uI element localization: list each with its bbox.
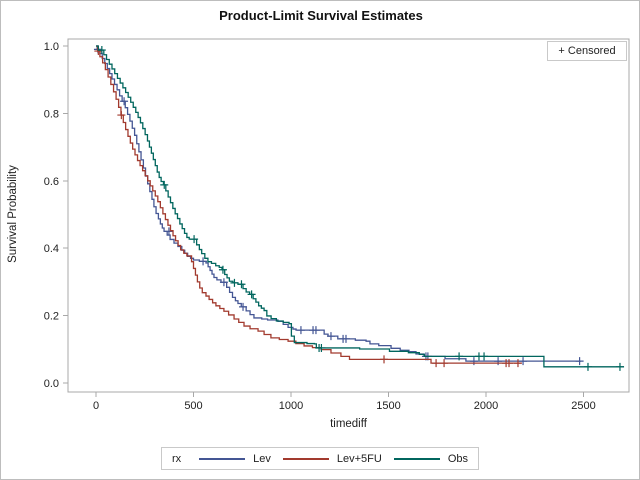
y-axis-title: Survival Probability	[7, 165, 19, 263]
survival-curve-lev	[96, 45, 581, 362]
legend-item-label: Obs	[447, 452, 469, 465]
censor-marks-lev-5fu	[94, 47, 522, 368]
page-title: Product-Limit Survival Estimates	[219, 8, 423, 23]
legend-item-lev-5fu: Lev+5FU	[282, 452, 382, 465]
x-tick-label: 1000	[279, 400, 303, 412]
y-tick-label: 0.8	[44, 108, 59, 120]
plot-frame	[67, 38, 630, 393]
legend-line-swatch	[393, 457, 440, 460]
legend-item-label: Lev+5FU	[336, 452, 382, 465]
y-tick-label: 0.4	[44, 243, 59, 255]
legend-line-swatch	[199, 457, 246, 460]
x-tick-label: 1500	[376, 400, 400, 412]
legend-item-lev: Lev	[199, 453, 271, 465]
x-tick-label: 0	[93, 400, 99, 412]
censor-marks-obs	[97, 46, 624, 371]
x-tick-label: 2000	[474, 400, 498, 412]
survival-curve-lev-5fu	[96, 45, 522, 364]
legend-title: rx	[171, 452, 182, 465]
legend-item-obs: Obs	[393, 452, 469, 465]
y-tick-label: 0.0	[44, 378, 59, 390]
x-tick-label: 500	[184, 400, 202, 412]
censored-legend-label: + Censored	[558, 45, 616, 57]
survival-curve-obs	[96, 45, 625, 368]
legend: rx Lev Lev+5FU Obs	[160, 447, 480, 470]
x-axis-title: timediff	[330, 418, 367, 430]
x-tick-label: 2500	[571, 400, 595, 412]
y-tick-label: 0.6	[44, 176, 59, 188]
censor-marks-lev	[93, 45, 584, 366]
y-tick-label: 1.0	[44, 41, 59, 53]
legend-item-label: Lev	[253, 452, 271, 465]
censored-legend-box: + Censored	[547, 41, 627, 61]
y-tick-label: 0.2	[44, 311, 59, 323]
legend-line-swatch	[282, 457, 329, 460]
